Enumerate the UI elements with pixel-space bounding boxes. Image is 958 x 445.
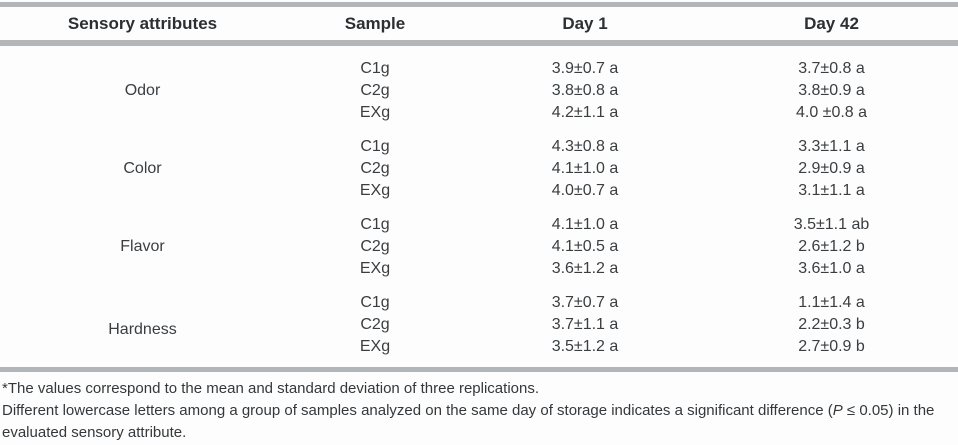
footnote-replications: *The values correspond to the mean and s… (2, 380, 539, 397)
footnote-significance: Different lowercase letters among a grou… (2, 400, 954, 444)
day1-value-cell: 3.7±0.7 a (551, 294, 619, 311)
day1-value-cell: 3.7±1.1 a (551, 316, 619, 333)
footnote-significance-prefix: Different lowercase letters among a grou… (2, 402, 833, 419)
day1-value-cell: 4.2±1.1 a (551, 104, 619, 121)
sample-cell: C1g (360, 138, 390, 155)
day42-value-cell: 4.0 ±0.8 a (795, 104, 868, 121)
table-row: Odor C1g 3.9±0.7 a 3.7±0.8 a (0, 43, 958, 99)
sample-cell: C2g (360, 316, 390, 333)
day42-value-cell: 2.6±1.2 b (798, 238, 865, 255)
sample-cell: C1g (360, 216, 390, 233)
day42-value-cell: 1.1±1.4 a (798, 294, 865, 311)
table-row: EXg 4.0±0.7 a 3.1±1.1 a (0, 180, 958, 202)
attribute-label-odor: Odor (124, 82, 161, 99)
attribute-label-hardness: Hardness (108, 320, 177, 338)
group-odor: Odor C1g 3.9±0.7 a 3.7±0.8 a C2g 3.8±0.8… (0, 43, 958, 124)
day1-value-cell: 3.8±0.8 a (551, 82, 619, 99)
day42-value-cell: 3.8±0.9 a (798, 82, 865, 99)
day42-value-cell: 3.6±1.0 a (798, 260, 865, 277)
sensory-attributes-table: Sensory attributes Sample Day 1 Day 42 O… (0, 2, 958, 372)
sample-cell: C2g (360, 82, 390, 99)
sample-cell: C1g (360, 60, 390, 77)
footnote-significance-suffix: ≤ 0.05) in the evaluated sensory attribu… (2, 402, 935, 441)
header-row: Sensory attributes Sample Day 1 Day 42 (0, 4, 958, 46)
day42-value-cell: 3.5±1.1 ab (793, 216, 870, 233)
sample-cell: C2g (360, 160, 390, 177)
table-header: Sensory attributes Sample Day 1 Day 42 (0, 4, 958, 46)
day42-value-cell: 3.1±1.1 a (798, 182, 865, 199)
header-day1: Day 1 (465, 4, 705, 46)
day1-value-cell: 3.9±0.7 a (551, 60, 619, 77)
table-row: C2g 4.1±1.0 a 2.9±0.9 a (0, 158, 958, 180)
table-row: C2g 4.1±0.5 a 2.6±1.2 b (0, 236, 958, 258)
table-row: EXg 4.2±1.1 a 4.0 ±0.8 a (0, 102, 958, 124)
header-day42: Day 42 (705, 4, 958, 46)
day42-value-cell: 2.7±0.9 b (798, 338, 865, 355)
day1-value-cell: 3.5±1.2 a (551, 338, 619, 355)
day42-value-cell: 2.9±0.9 a (798, 160, 865, 177)
day42-value-cell: 2.2±0.3 b (798, 316, 865, 333)
day42-value-cell: 3.7±0.8 a (798, 60, 865, 77)
sample-cell: EXg (359, 182, 391, 199)
sample-cell: EXg (359, 260, 391, 277)
attribute-label-color: Color (123, 160, 162, 177)
day1-value-cell: 4.3±0.8 a (551, 138, 619, 155)
table-row: EXg 3.5±1.2 a 2.7±0.9 b (0, 336, 958, 370)
sample-cell: EXg (359, 338, 391, 355)
sample-cell: C2g (360, 238, 390, 255)
day1-value-cell: 4.0±0.7 a (551, 182, 619, 199)
table-footnotes: *The values correspond to the mean and s… (0, 372, 958, 444)
table-row: C2g 3.8±0.8 a 3.8±0.9 a (0, 80, 958, 102)
day1-value-cell: 4.1±0.5 a (551, 238, 619, 255)
day42-value-cell: 3.3±1.1 a (798, 138, 865, 155)
sample-cell: C1g (360, 294, 390, 311)
sample-cell: EXg (359, 104, 391, 121)
group-hardness: Hardness C1g 3.7±0.7 a 1.1±1.4 a C2g 3.7… (0, 280, 958, 370)
table-row: Hardness C1g 3.7±0.7 a 1.1±1.4 a (0, 280, 958, 338)
day1-value-cell: 4.1±1.0 a (551, 160, 619, 177)
group-color: Color C1g 4.3±0.8 a 3.3±1.1 a C2g 4.1±1.… (0, 124, 958, 202)
table-row: C2g 3.7±1.1 a 2.2±0.3 b (0, 314, 958, 336)
table-row: Flavor C1g 4.1±1.0 a 3.5±1.1 ab (0, 202, 958, 255)
header-sample: Sample (285, 4, 465, 46)
group-flavor: Flavor C1g 4.1±1.0 a 3.5±1.1 ab C2g 4.1±… (0, 202, 958, 280)
header-sensory-attributes: Sensory attributes (0, 4, 285, 46)
attribute-label-flavor: Flavor (120, 238, 165, 255)
table-row: Color C1g 4.3±0.8 a 3.3±1.1 a (0, 124, 958, 177)
footnote-p-symbol: P (832, 402, 843, 419)
day1-value-cell: 3.6±1.2 a (551, 260, 619, 277)
table-row: EXg 3.6±1.2 a 3.6±1.0 a (0, 258, 958, 280)
day1-value-cell: 4.1±1.0 a (551, 216, 619, 233)
